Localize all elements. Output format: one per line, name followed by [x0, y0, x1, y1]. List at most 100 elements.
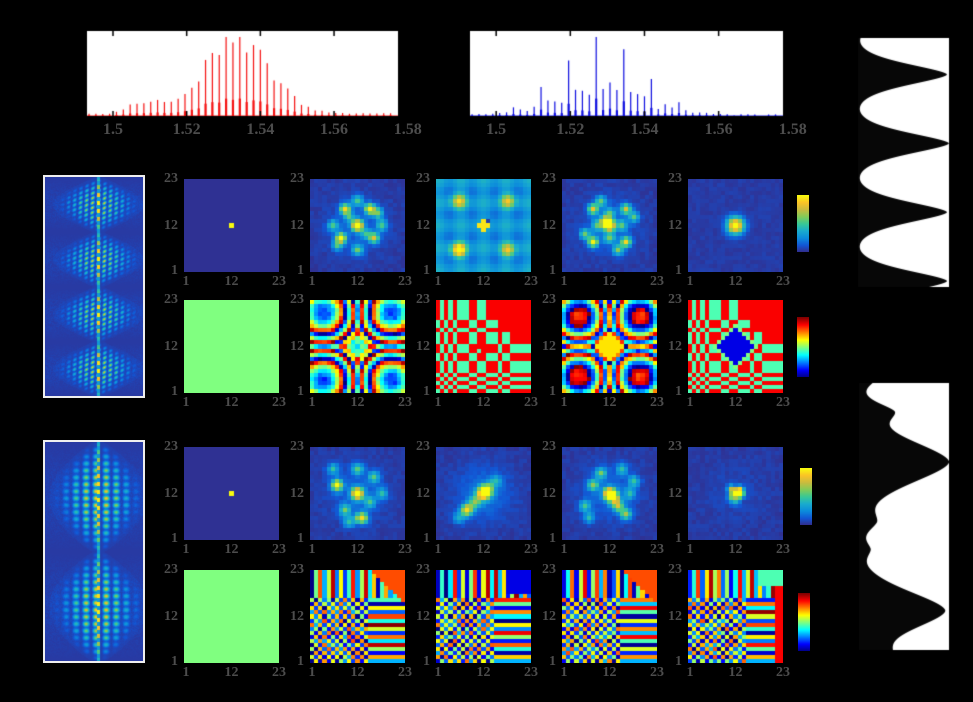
heatmap-xtick-label: 23 — [524, 274, 538, 289]
heatmap-xtick-label: 12 — [224, 395, 239, 410]
heatmap-xtick-label: 1 — [182, 665, 190, 680]
heatmap-xtick-label: 12 — [602, 542, 617, 557]
heatmap-xtick-label: 23 — [398, 395, 412, 410]
heatmap-xtick-label: 1 — [434, 542, 442, 557]
heatmap-ytick-label: 1 — [297, 654, 304, 669]
heatmap-amplitude-1-panel-2 — [310, 179, 405, 272]
heatmap-phase-1-panel-1 — [184, 300, 279, 393]
heatmap-xtick-label: 12 — [602, 395, 617, 410]
heatmap-ytick-label: 1 — [423, 384, 430, 399]
heatmap-xtick-label: 12 — [476, 274, 491, 289]
heatmap-ytick-label: 12 — [668, 485, 682, 501]
heatmap-ytick-label: 23 — [290, 171, 304, 186]
heatmap-xtick-label: 12 — [476, 665, 491, 680]
heatmap-xtick-label: 23 — [650, 665, 664, 680]
heatmap-phase-1-panel-2 — [310, 300, 405, 393]
heatmap-ytick-label: 23 — [416, 439, 430, 454]
heatmap-ytick-label: 1 — [549, 654, 556, 669]
heatmap-ytick-label: 12 — [416, 338, 430, 354]
colorbar-phase-2 — [798, 593, 810, 651]
heatmap-ytick-label: 23 — [542, 439, 556, 454]
heatmap-ytick-label: 23 — [668, 562, 682, 577]
heatmap-phase-1-panel-3 — [436, 300, 531, 393]
heatmap-ytick-label: 12 — [290, 217, 304, 233]
pulse-train-top — [855, 35, 952, 290]
heatmap-ytick-label: 23 — [542, 292, 556, 307]
heatmap-ytick-label: 23 — [164, 292, 178, 307]
heatmap-xtick-label: 23 — [524, 395, 538, 410]
heatmap-xtick-label: 23 — [776, 542, 790, 557]
heatmap-ytick-label: 1 — [423, 263, 430, 278]
heatmap-ytick-label: 23 — [290, 292, 304, 307]
spectrum-blue-xtick-label: 1.54 — [630, 121, 659, 138]
heatmap-ytick-label: 12 — [290, 608, 304, 624]
heatmap-xtick-label: 12 — [476, 395, 491, 410]
heatmap-ytick-label: 23 — [416, 562, 430, 577]
heatmap-ytick-label: 12 — [290, 485, 304, 501]
heatmap-ytick-label: 12 — [668, 608, 682, 624]
heatmap-ytick-label: 1 — [297, 531, 304, 546]
spectrum-blue-xtick-label: 1.52 — [556, 121, 585, 138]
heatmap-xtick-label: 1 — [434, 395, 442, 410]
heatmap-ytick-label: 23 — [668, 439, 682, 454]
heatmap-xtick-label: 1 — [686, 542, 694, 557]
heatmap-xtick-label: 23 — [398, 274, 412, 289]
heatmap-xtick-label: 23 — [272, 395, 286, 410]
heatmap-xtick-label: 1 — [308, 665, 316, 680]
heatmap-ytick-label: 23 — [668, 292, 682, 307]
heatmap-ytick-label: 12 — [542, 608, 556, 624]
heatmap-xtick-label: 12 — [728, 665, 743, 680]
heatmap-xtick-label: 1 — [560, 274, 568, 289]
heatmap-xtick-label: 23 — [524, 665, 538, 680]
heatmap-xtick-label: 1 — [308, 395, 316, 410]
heatmap-ytick-label: 12 — [542, 485, 556, 501]
heatmap-ytick-label: 23 — [542, 171, 556, 186]
heatmap-ytick-label: 12 — [668, 338, 682, 354]
heatmap-xtick-label: 1 — [686, 395, 694, 410]
heatmap-ytick-label: 1 — [171, 263, 178, 278]
heatmap-ytick-label: 1 — [675, 263, 682, 278]
heatmap-xtick-label: 1 — [434, 274, 442, 289]
heatmap-ytick-label: 1 — [675, 654, 682, 669]
heatmap-xtick-label: 23 — [650, 274, 664, 289]
heatmap-phase-1-panel-4 — [562, 300, 657, 393]
heatmap-xtick-label: 23 — [272, 665, 286, 680]
heatmap-xtick-label: 12 — [350, 274, 365, 289]
spectrum-blue-xtick-label: 1.56 — [704, 121, 733, 138]
heatmap-xtick-label: 12 — [728, 274, 743, 289]
heatmap-ytick-label: 23 — [542, 562, 556, 577]
heatmap-xtick-label: 1 — [560, 665, 568, 680]
heatmap-xtick-label: 23 — [398, 665, 412, 680]
heatmap-ytick-label: 1 — [675, 531, 682, 546]
heatmap-ytick-label: 23 — [164, 171, 178, 186]
heatmap-ytick-label: 1 — [423, 654, 430, 669]
spectrum-red-xtick-label: 1.5 — [103, 121, 123, 138]
heatmap-amplitude-2-panel-3 — [436, 447, 531, 540]
heatmap-xtick-label: 23 — [398, 542, 412, 557]
heatmap-amplitude-2-panel-2 — [310, 447, 405, 540]
heatmap-phase-2-panel-3 — [436, 570, 531, 663]
heatmap-ytick-label: 23 — [290, 562, 304, 577]
heatmap-xtick-label: 12 — [602, 274, 617, 289]
heatmap-ytick-label: 12 — [416, 608, 430, 624]
heatmap-xtick-label: 12 — [350, 665, 365, 680]
heatmap-ytick-label: 12 — [542, 338, 556, 354]
heatmap-amplitude-1-panel-1 — [184, 179, 279, 272]
heatmap-ytick-label: 12 — [416, 217, 430, 233]
heatmap-ytick-label: 1 — [549, 531, 556, 546]
heatmap-phase-2-panel-5 — [688, 570, 783, 663]
heatmap-xtick-label: 1 — [182, 542, 190, 557]
heatmap-amplitude-2-panel-1 — [184, 447, 279, 540]
heatmap-xtick-label: 23 — [524, 542, 538, 557]
heatmap-xtick-label: 12 — [224, 665, 239, 680]
spectrum-blue-plot — [468, 29, 785, 118]
spectrum-blue-xtick-label: 1.58 — [778, 121, 807, 138]
heatmap-ytick-label: 1 — [675, 384, 682, 399]
heatmap-ytick-label: 12 — [164, 217, 178, 233]
spectrogram-bottom — [43, 440, 145, 663]
heatmap-ytick-label: 12 — [416, 485, 430, 501]
spectrum-red-xtick-label: 1.52 — [172, 121, 201, 138]
heatmap-ytick-label: 1 — [297, 263, 304, 278]
heatmap-xtick-label: 23 — [776, 665, 790, 680]
